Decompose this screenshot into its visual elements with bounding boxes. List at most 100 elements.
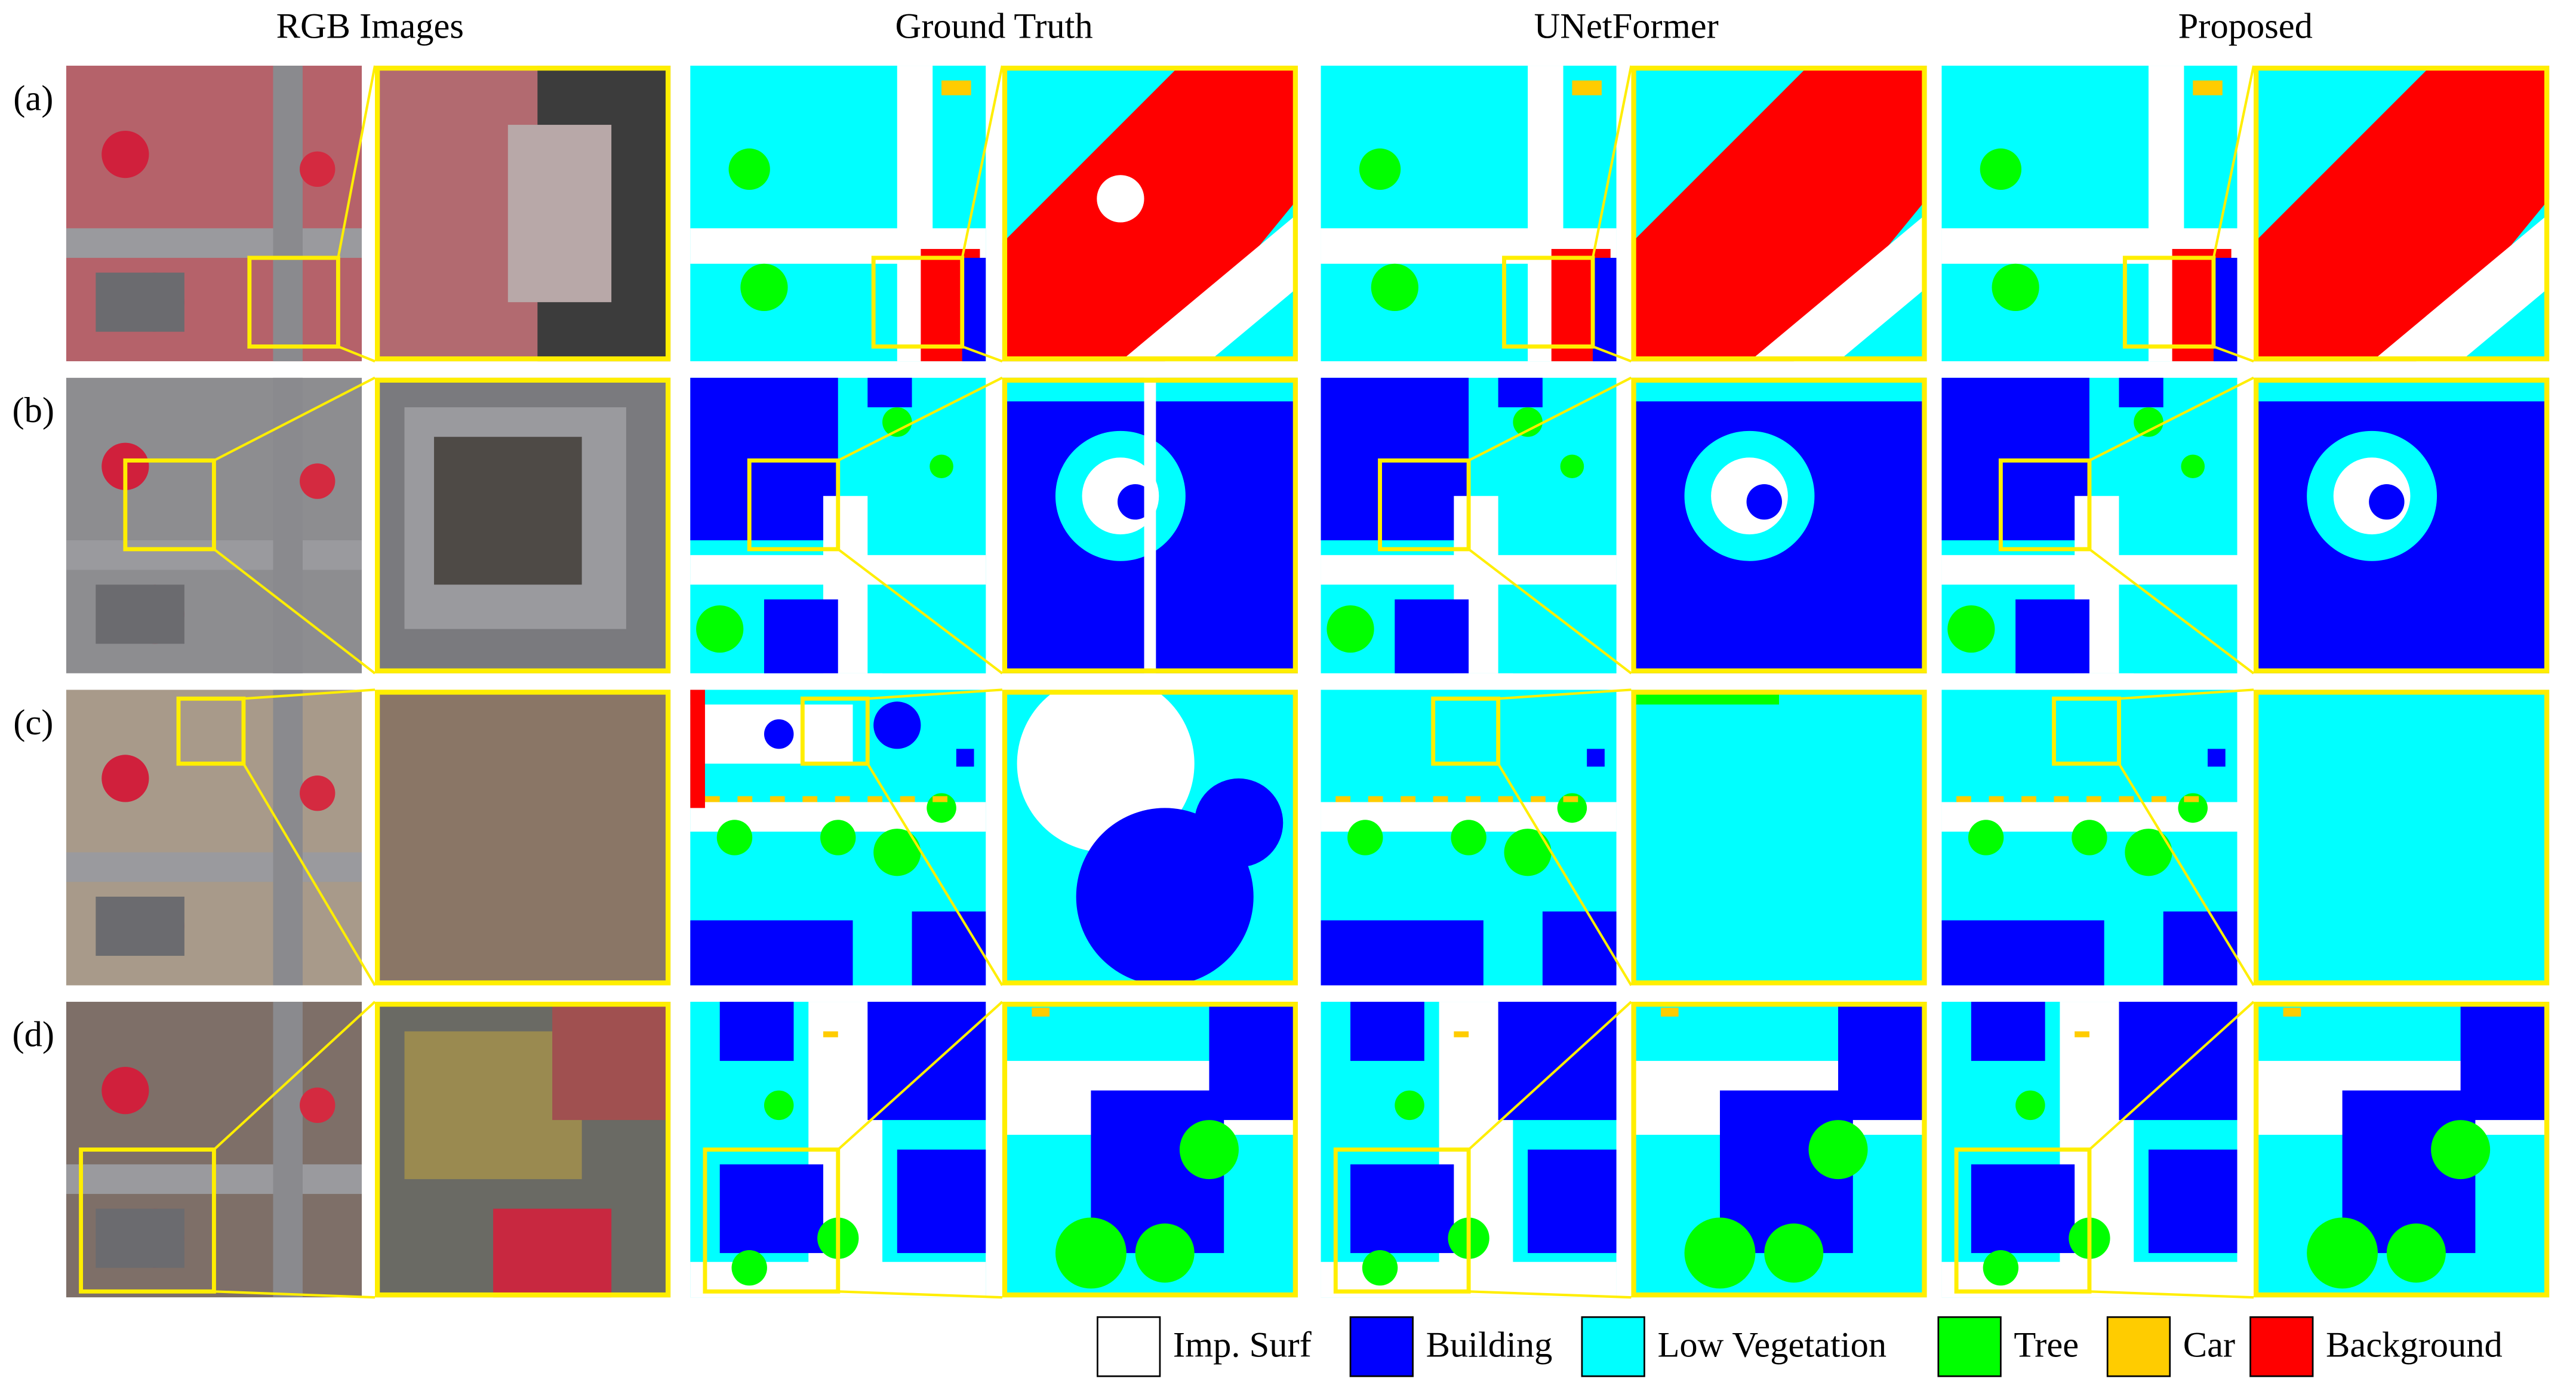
region <box>1401 796 1415 802</box>
region <box>2119 796 2134 802</box>
panel <box>1631 377 1927 673</box>
region <box>719 1002 794 1061</box>
region <box>1209 1002 1298 1121</box>
zoom-frame <box>2254 377 2550 673</box>
zoom-connector <box>2088 548 2255 675</box>
region <box>1764 1223 1824 1283</box>
region <box>867 377 912 408</box>
region <box>1980 148 2022 190</box>
panel <box>1002 1002 1298 1298</box>
region <box>1327 605 1374 653</box>
region <box>1359 148 1401 190</box>
region <box>1983 1250 2019 1286</box>
panels <box>66 65 2550 1299</box>
zoom-connector <box>2089 376 2254 462</box>
region <box>2193 80 2223 96</box>
region <box>2184 796 2199 802</box>
zoom-connector <box>1497 763 1633 986</box>
region <box>1498 377 1543 408</box>
region <box>1454 1031 1469 1038</box>
region <box>2369 484 2405 520</box>
zoom-frame <box>375 66 671 362</box>
zoom-connector <box>214 1290 376 1299</box>
region <box>1179 1120 1239 1180</box>
region <box>1660 1007 1679 1017</box>
zoom-connector <box>2088 1001 2255 1151</box>
region <box>696 605 744 653</box>
zoom-connector <box>1592 345 1632 363</box>
region <box>2151 796 2166 802</box>
region <box>1968 820 2004 855</box>
region <box>912 911 986 986</box>
region <box>273 1002 303 1298</box>
legend-label: Car <box>2183 1325 2235 1365</box>
region <box>2431 1120 2491 1180</box>
region <box>1466 796 1481 802</box>
region <box>835 796 850 802</box>
region <box>2021 796 2036 802</box>
region <box>1433 796 1448 802</box>
region <box>2372 213 2550 362</box>
zoom-connector <box>2118 763 2255 986</box>
region <box>1992 263 2039 312</box>
region <box>2072 820 2107 855</box>
region <box>273 66 303 362</box>
region <box>764 719 794 749</box>
zoom-frame <box>2254 1002 2550 1298</box>
region <box>1321 555 1617 585</box>
region <box>1631 690 1927 986</box>
region <box>690 920 853 986</box>
panel <box>690 66 986 362</box>
zoom-connector <box>866 763 1004 986</box>
panel <box>1941 690 2238 986</box>
region <box>930 454 953 479</box>
region <box>1971 1002 2045 1061</box>
zoom-frame <box>1631 1002 1927 1298</box>
region <box>1560 454 1584 479</box>
zoom-box <box>123 458 216 552</box>
panel <box>1002 690 1298 986</box>
region <box>1956 796 1971 802</box>
zoom-connector <box>1592 65 1633 258</box>
region <box>2163 911 2238 986</box>
region <box>1498 1002 1617 1121</box>
column-header: Ground Truth <box>895 6 1093 46</box>
row-label: (d) <box>13 1014 55 1054</box>
region <box>1055 1217 1127 1289</box>
zoom-box <box>871 256 965 349</box>
zoom-connector <box>837 1001 1004 1151</box>
region <box>300 463 336 499</box>
zoom-box <box>2122 256 2216 349</box>
region <box>101 755 149 802</box>
zoom-connector <box>2213 345 2254 363</box>
region <box>1941 920 2104 986</box>
zoom-frame <box>1002 66 1298 362</box>
region <box>802 796 818 802</box>
region <box>737 796 753 802</box>
zoom-connector <box>2119 688 2254 700</box>
panel <box>2254 66 2550 362</box>
zoom-frame <box>2254 66 2550 362</box>
zoom-connector <box>837 548 1004 675</box>
legend-label: Imp. Surf <box>1173 1325 1312 1365</box>
region <box>2015 1090 2045 1121</box>
zoom-connector <box>243 688 376 700</box>
region <box>823 1031 838 1038</box>
region <box>1989 796 2004 802</box>
panel <box>66 690 362 986</box>
region <box>900 796 915 802</box>
region <box>552 1002 671 1121</box>
region <box>1335 796 1351 802</box>
region <box>375 690 671 986</box>
region <box>2086 796 2101 802</box>
region <box>740 263 788 312</box>
zoom-frame <box>1631 690 1927 986</box>
zoom-connector <box>337 345 376 363</box>
region <box>897 1149 986 1253</box>
legend-swatch <box>1349 1316 1414 1377</box>
region <box>1941 555 2238 585</box>
zoom-frame <box>1631 377 1927 673</box>
zoom-connector <box>1498 688 1632 700</box>
region <box>770 796 785 802</box>
zoom-connector <box>1469 1290 1632 1299</box>
